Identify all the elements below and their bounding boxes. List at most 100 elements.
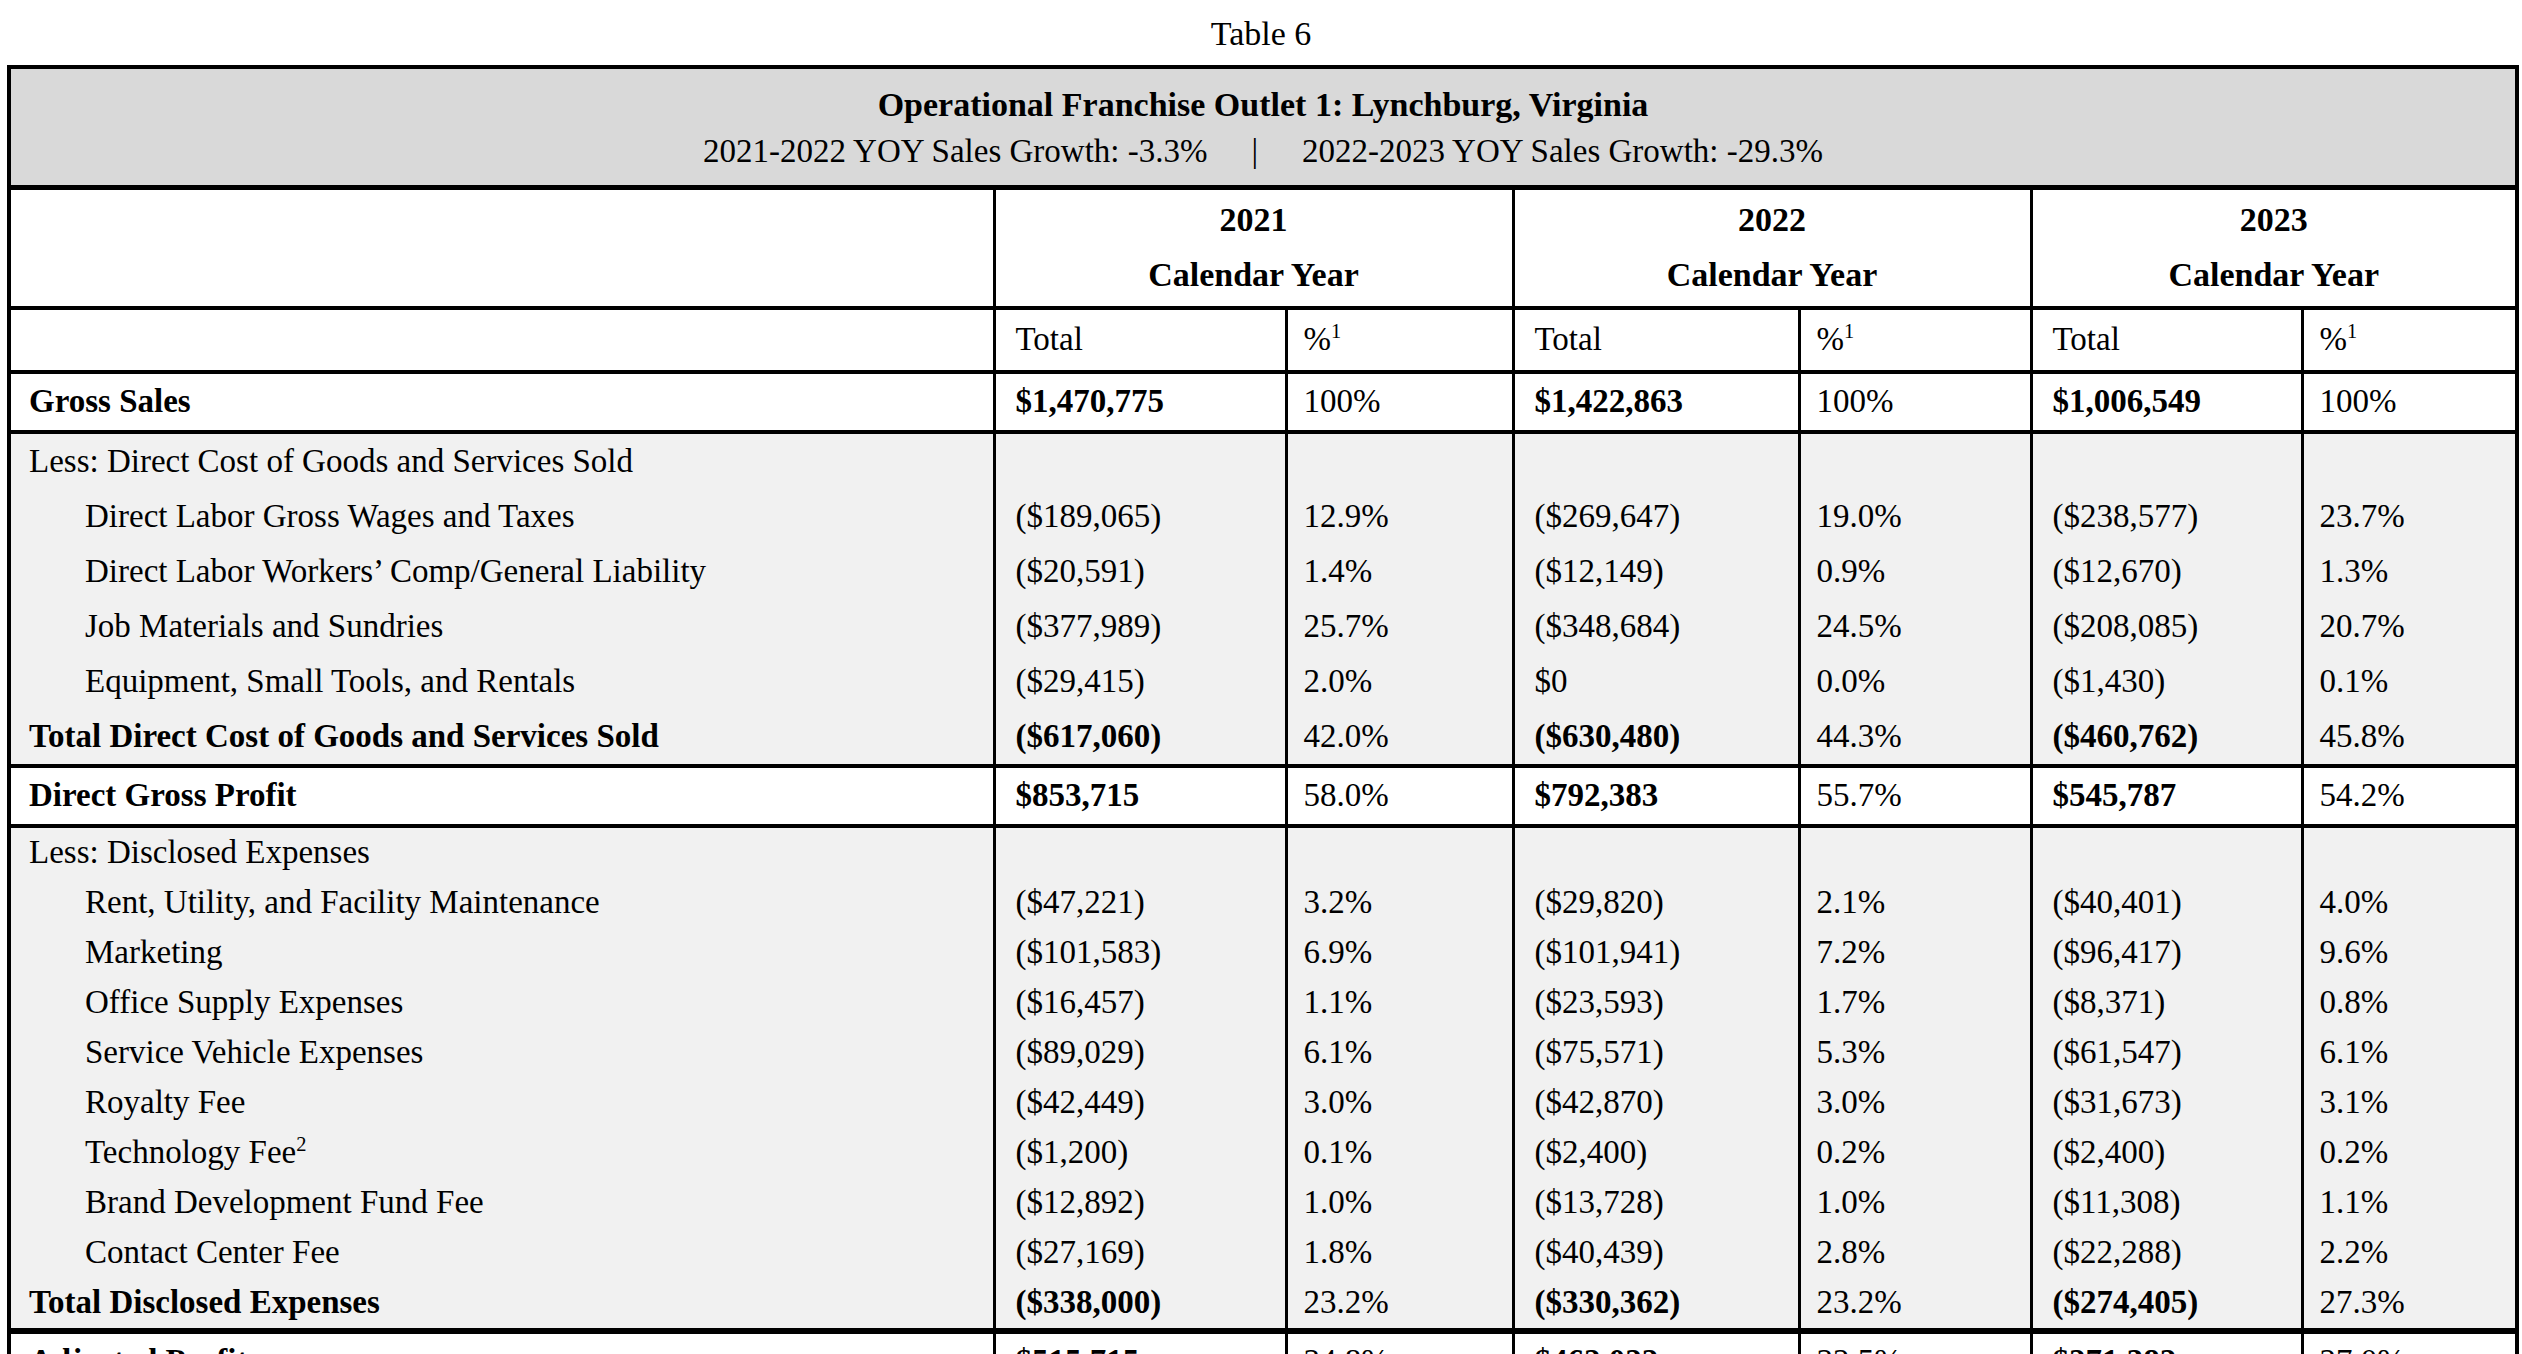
- year-2022-caption: Calendar Year: [1515, 248, 2030, 302]
- pct-2022: 2.8%: [1799, 1228, 2031, 1278]
- row-brand-fund-fee: Brand Development Fund Fee ($12,892) 1.0…: [9, 1178, 2517, 1228]
- pct-2021: 2.0%: [1286, 654, 1513, 709]
- row-label: Rent, Utility, and Facility Maintenance: [9, 878, 994, 928]
- row-direct-labor-wages: Direct Labor Gross Wages and Taxes ($189…: [9, 489, 2517, 544]
- pct-footnote-marker: 1: [1331, 320, 1341, 342]
- total-2021: ($617,060): [994, 709, 1286, 766]
- total-2022: ($101,941): [1513, 928, 1799, 978]
- pct-2021: 58.0%: [1286, 766, 1513, 826]
- pct-header-2023: %1: [2302, 308, 2517, 372]
- pct-2022: 100%: [1799, 372, 2031, 432]
- pct-2023: 6.1%: [2302, 1028, 2517, 1078]
- pct-footnote-marker: 1: [2347, 320, 2357, 342]
- row-technology-fee: Technology Fee2 ($1,200) 0.1% ($2,400) 0…: [9, 1128, 2517, 1178]
- pct-2022: 3.0%: [1799, 1078, 2031, 1128]
- total-2021: ($338,000): [994, 1278, 1286, 1331]
- section-label: Less: Direct Cost of Goods and Services …: [9, 432, 994, 489]
- total-2021: ($101,583): [994, 928, 1286, 978]
- pct-2021: 6.1%: [1286, 1028, 1513, 1078]
- total-2022: ($13,728): [1513, 1178, 1799, 1228]
- total-2023: $545,787: [2031, 766, 2302, 826]
- pct-2023: 9.6%: [2302, 928, 2517, 978]
- pct-2023: 23.7%: [2302, 489, 2517, 544]
- pct-2021: 1.4%: [1286, 544, 1513, 599]
- yoy-growth-line: 2021-2022 YOY Sales Growth: -3.3%|2022-2…: [11, 130, 2515, 173]
- total-2021: ($27,169): [994, 1228, 1286, 1278]
- total-2022: $462,022: [1513, 1331, 1799, 1354]
- row-label: Gross Sales: [9, 372, 994, 432]
- pct-2022: 23.2%: [1799, 1278, 2031, 1331]
- total-2021: ($377,989): [994, 599, 1286, 654]
- total-2022: $1,422,863: [1513, 372, 1799, 432]
- pct-2023: 27.3%: [2302, 1278, 2517, 1331]
- row-job-materials: Job Materials and Sundries ($377,989) 25…: [9, 599, 2517, 654]
- total-2022: ($630,480): [1513, 709, 1799, 766]
- pct-2022: 2.1%: [1799, 878, 2031, 928]
- total-2021: ($89,029): [994, 1028, 1286, 1078]
- year-header-2021: 2021 Calendar Year: [994, 187, 1513, 308]
- yoy-growth-left: 2021-2022 YOY Sales Growth: -3.3%: [703, 133, 1207, 169]
- row-total-direct-cogs: Total Direct Cost of Goods and Services …: [9, 709, 2517, 766]
- pct-2021: 23.2%: [1286, 1278, 1513, 1331]
- pct-2021: 1.0%: [1286, 1178, 1513, 1228]
- pct-2023: 100%: [2302, 372, 2517, 432]
- pct-2022: 0.0%: [1799, 654, 2031, 709]
- pct-2023: 0.8%: [2302, 978, 2517, 1028]
- total-2023: ($31,673): [2031, 1078, 2302, 1128]
- pct-2023: 0.1%: [2302, 654, 2517, 709]
- pct-2022: 32.5%: [1799, 1331, 2031, 1354]
- total-2023: ($460,762): [2031, 709, 2302, 766]
- year-header-2022: 2022 Calendar Year: [1513, 187, 2031, 308]
- total-2023: ($11,308): [2031, 1178, 2302, 1228]
- pct-2021: 3.2%: [1286, 878, 1513, 928]
- section-label: Less: Disclosed Expenses: [9, 826, 994, 878]
- year-header-spacer: [9, 187, 994, 308]
- total-2022: ($348,684): [1513, 599, 1799, 654]
- pct-header-2021: %1: [1286, 308, 1513, 372]
- year-2021: 2021: [996, 193, 1512, 247]
- title-band-row: Operational Franchise Outlet 1: Lynchbur…: [9, 67, 2517, 187]
- title-band-cell: Operational Franchise Outlet 1: Lynchbur…: [9, 67, 2517, 187]
- pct-2021: 100%: [1286, 372, 1513, 432]
- total-2021: $853,715: [994, 766, 1286, 826]
- franchise-outlet-table: Operational Franchise Outlet 1: Lynchbur…: [7, 65, 2519, 1354]
- row-contact-center-fee: Contact Center Fee ($27,169) 1.8% ($40,4…: [9, 1228, 2517, 1278]
- pct-2022: 19.0%: [1799, 489, 2031, 544]
- total-2023: ($1,430): [2031, 654, 2302, 709]
- total-2021: ($1,200): [994, 1128, 1286, 1178]
- total-2022: ($12,149): [1513, 544, 1799, 599]
- pct-2022: 1.7%: [1799, 978, 2031, 1028]
- row-label: Direct Gross Profit: [9, 766, 994, 826]
- total-2022: $0: [1513, 654, 1799, 709]
- total-2021: ($42,449): [994, 1078, 1286, 1128]
- total-2023: ($22,288): [2031, 1228, 2302, 1278]
- row-workers-comp: Direct Labor Workers’ Comp/General Liabi…: [9, 544, 2517, 599]
- row-marketing: Marketing ($101,583) 6.9% ($101,941) 7.2…: [9, 928, 2517, 978]
- total-2022: ($42,870): [1513, 1078, 1799, 1128]
- total-2021: $515,715: [994, 1331, 1286, 1354]
- total-2023: $271,382: [2031, 1331, 2302, 1354]
- table-caption: Table 6: [0, 0, 2522, 65]
- pct-2021: 6.9%: [1286, 928, 1513, 978]
- table-title: Operational Franchise Outlet 1: Lynchbur…: [11, 79, 2515, 130]
- pct-2023: 1.1%: [2302, 1178, 2517, 1228]
- row-label: Service Vehicle Expenses: [9, 1028, 994, 1078]
- pct-2021: 3.0%: [1286, 1078, 1513, 1128]
- total-2022: ($330,362): [1513, 1278, 1799, 1331]
- pct-2022: 24.5%: [1799, 599, 2031, 654]
- row-less-disclosed-expenses: Less: Disclosed Expenses: [9, 826, 2517, 878]
- total-2022: ($75,571): [1513, 1028, 1799, 1078]
- total-2021: $1,470,775: [994, 372, 1286, 432]
- row-total-disclosed-expenses: Total Disclosed Expenses ($338,000) 23.2…: [9, 1278, 2517, 1331]
- total-2021: ($16,457): [994, 978, 1286, 1028]
- year-2022: 2022: [1515, 193, 2030, 247]
- row-label: Office Supply Expenses: [9, 978, 994, 1028]
- pct-2021: 25.7%: [1286, 599, 1513, 654]
- pct-2021: 1.8%: [1286, 1228, 1513, 1278]
- total-2021: ($47,221): [994, 878, 1286, 928]
- pct-2021: 42.0%: [1286, 709, 1513, 766]
- pipe-separator: |: [1251, 130, 1258, 173]
- row-less-direct-cogs: Less: Direct Cost of Goods and Services …: [9, 432, 2517, 489]
- pct-2023: 0.2%: [2302, 1128, 2517, 1178]
- pct-2021: 34.8%: [1286, 1331, 1513, 1354]
